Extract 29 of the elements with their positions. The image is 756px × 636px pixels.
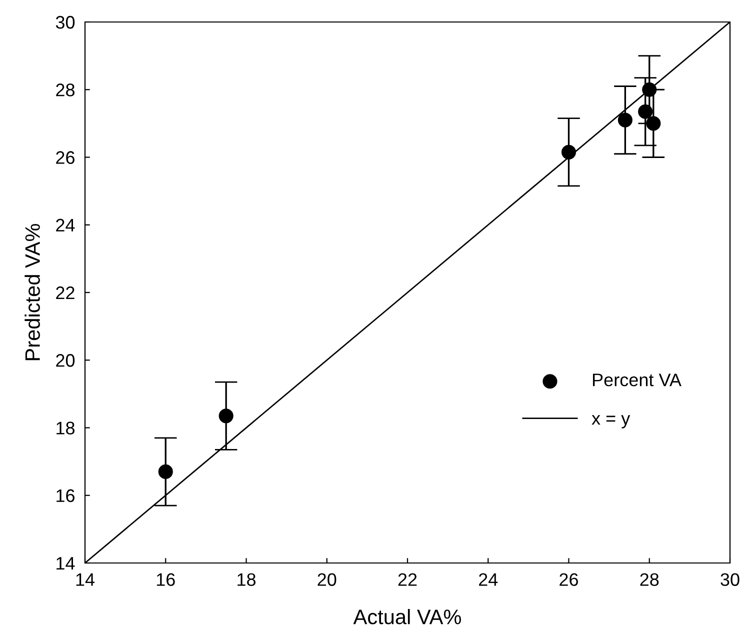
x-tick-label: 28 xyxy=(640,573,659,586)
legend-label: Percent VA xyxy=(592,374,682,386)
y-tick-label: 28 xyxy=(56,84,74,96)
point xyxy=(642,82,657,97)
x-tick-label: 16 xyxy=(156,573,175,586)
point xyxy=(158,464,173,479)
y-tick-label: 22 xyxy=(56,286,74,300)
x-tick-label: 24 xyxy=(478,573,498,586)
point xyxy=(638,104,653,119)
y-tick-label: 26 xyxy=(56,151,74,164)
x-tick-label: 30 xyxy=(720,573,740,586)
y-tick-label: 16 xyxy=(56,489,74,502)
point xyxy=(618,112,632,128)
y-tick-label: 18 xyxy=(56,422,74,434)
point xyxy=(561,144,576,160)
y-axis-title: Predicted VA% xyxy=(24,224,40,360)
point xyxy=(646,116,661,131)
x-tick-label: 22 xyxy=(398,573,417,586)
x-tick-label: 20 xyxy=(318,573,336,586)
x-tick-label: 14 xyxy=(76,573,95,586)
point xyxy=(218,408,234,424)
x-tick-label: 18 xyxy=(238,573,256,586)
y-tick-label: 20 xyxy=(56,354,75,367)
x-axis-title: Actual VA% xyxy=(353,609,461,624)
legend-label: x = y xyxy=(592,415,630,428)
y-tick-label: 14 xyxy=(56,557,75,570)
y-tick-label: 30 xyxy=(56,16,75,29)
x-tick-label: 26 xyxy=(560,573,578,586)
y-tick-label: 24 xyxy=(56,218,75,232)
